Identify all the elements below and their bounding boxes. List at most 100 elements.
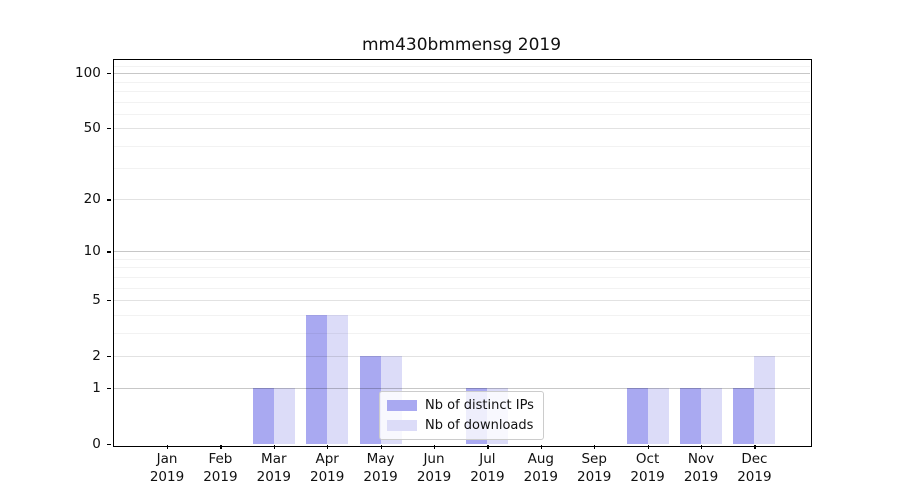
legend-label: Nb of distinct IPs — [425, 398, 534, 413]
y-tick-mark — [106, 300, 111, 302]
x-tick-year: 2019 — [203, 468, 238, 485]
bar-nb-of-downloads-apr — [327, 314, 349, 444]
x-tick-month: Feb — [208, 450, 233, 467]
x-tick-label: Jun 2019 — [399, 450, 469, 486]
y-tick-mark — [106, 199, 111, 201]
legend-label: Nb of downloads — [425, 418, 534, 433]
x-tick-label: Aug 2019 — [506, 450, 576, 486]
y-tick-mark — [106, 128, 111, 130]
y-tick-mark — [106, 444, 111, 446]
y-tick-mark — [106, 355, 111, 357]
x-tick-year: 2019 — [416, 468, 452, 485]
minor-gridline — [112, 332, 810, 334]
x-tick-label: Dec 2019 — [719, 450, 789, 486]
x-tick-month: Dec — [741, 450, 768, 467]
x-tick-month: Apr — [315, 450, 339, 467]
x-tick-year: 2019 — [683, 468, 719, 485]
x-tick-month: Aug — [527, 450, 554, 467]
bar-nb-of-distinct-ips-dec — [733, 388, 755, 444]
x-tick-label: Oct 2019 — [613, 450, 683, 486]
gridline-y-100 — [112, 73, 810, 75]
minor-gridline — [112, 90, 810, 92]
x-tick-month: Jul — [479, 450, 496, 467]
x-tick-label: May 2019 — [346, 450, 416, 486]
minor-gridline — [112, 276, 810, 278]
x-tick-mark — [540, 444, 542, 449]
gridline-y-5 — [112, 300, 810, 302]
x-tick-year: 2019 — [256, 468, 291, 485]
y-tick-label: 1 — [92, 380, 101, 397]
x-tick-mark — [594, 444, 596, 449]
minor-gridline — [112, 101, 810, 103]
x-tick-mark — [273, 444, 275, 449]
bar-nb-of-distinct-ips-oct — [626, 388, 648, 444]
y-tick-mark — [106, 251, 111, 253]
y-tick-label: 5 — [92, 292, 101, 309]
y-tick-mark — [106, 388, 111, 390]
x-tick-year: 2019 — [310, 468, 345, 485]
x-tick-month: Jan — [156, 450, 178, 467]
x-tick-year: 2019 — [523, 468, 558, 485]
x-tick-month: Mar — [261, 450, 287, 467]
x-tick-year: 2019 — [737, 468, 772, 485]
x-tick-mark — [754, 444, 756, 449]
x-tick-year: 2019 — [470, 468, 505, 485]
bar-nb-of-downloads-nov — [701, 388, 722, 444]
gridline-y-10 — [112, 251, 810, 253]
x-tick-mark — [647, 444, 649, 449]
legend-row: Nb of distinct IPs — [387, 397, 534, 414]
x-tick-mark — [327, 444, 329, 449]
legend-swatch — [387, 400, 417, 411]
bar-nb-of-downloads-oct — [647, 388, 669, 444]
gridline-y-20 — [112, 199, 810, 201]
y-tick-label: 0 — [92, 436, 101, 452]
x-tick-month: Oct — [635, 450, 660, 467]
minor-gridline — [112, 81, 810, 83]
minor-gridline — [112, 267, 810, 269]
x-tick-mark — [487, 444, 489, 449]
legend: Nb of distinct IPs Nb of downloads — [379, 391, 544, 440]
x-tick-label: Feb 2019 — [185, 450, 255, 486]
minor-gridline — [112, 314, 810, 316]
x-tick-label: Apr 2019 — [292, 450, 362, 486]
minor-gridline — [112, 65, 810, 67]
minor-gridline — [112, 259, 810, 260]
x-tick-year: 2019 — [630, 468, 665, 485]
legend-swatch — [387, 420, 417, 431]
x-tick-year: 2019 — [149, 468, 185, 485]
gridline-y-50 — [112, 128, 810, 130]
gridline-y-1 — [112, 388, 810, 390]
x-tick-mark — [167, 444, 169, 449]
x-tick-month: Sep — [581, 450, 607, 467]
y-tick-label: 100 — [75, 65, 101, 82]
legend-row: Nb of downloads — [387, 417, 534, 434]
x-tick-label: Sep 2019 — [559, 450, 629, 486]
x-tick-label: Jan 2019 — [132, 450, 202, 486]
x-tick-mark — [380, 444, 382, 449]
minor-gridline — [112, 113, 810, 115]
bar-nb-of-distinct-ips-mar — [252, 388, 274, 444]
bar-nb-of-distinct-ips-may — [359, 355, 381, 444]
chart-title: mm430bmmensg 2019 — [361, 35, 562, 55]
y-tick-mark — [106, 73, 111, 75]
bar-nb-of-distinct-ips-apr — [306, 314, 328, 444]
gridline-y-2 — [112, 355, 810, 357]
x-tick-label: Mar 2019 — [239, 450, 309, 486]
x-tick-mark — [434, 444, 436, 449]
x-tick-year: 2019 — [363, 468, 398, 485]
x-tick-label: Jul 2019 — [452, 450, 522, 486]
x-tick-month: May — [366, 450, 395, 467]
bar-nb-of-distinct-ips-nov — [680, 388, 701, 444]
y-tick-label: 2 — [92, 347, 101, 364]
x-tick-month: Jun — [423, 450, 445, 467]
bar-nb-of-downloads-mar — [273, 388, 295, 444]
minor-gridline — [112, 168, 810, 170]
x-tick-year: 2019 — [577, 468, 612, 485]
y-tick-label: 20 — [83, 191, 101, 208]
x-tick-month: Nov — [687, 450, 715, 467]
minor-gridline — [112, 145, 810, 147]
x-tick-mark — [701, 444, 703, 449]
x-tick-label: Nov 2019 — [666, 450, 736, 486]
x-tick-mark — [220, 444, 222, 449]
